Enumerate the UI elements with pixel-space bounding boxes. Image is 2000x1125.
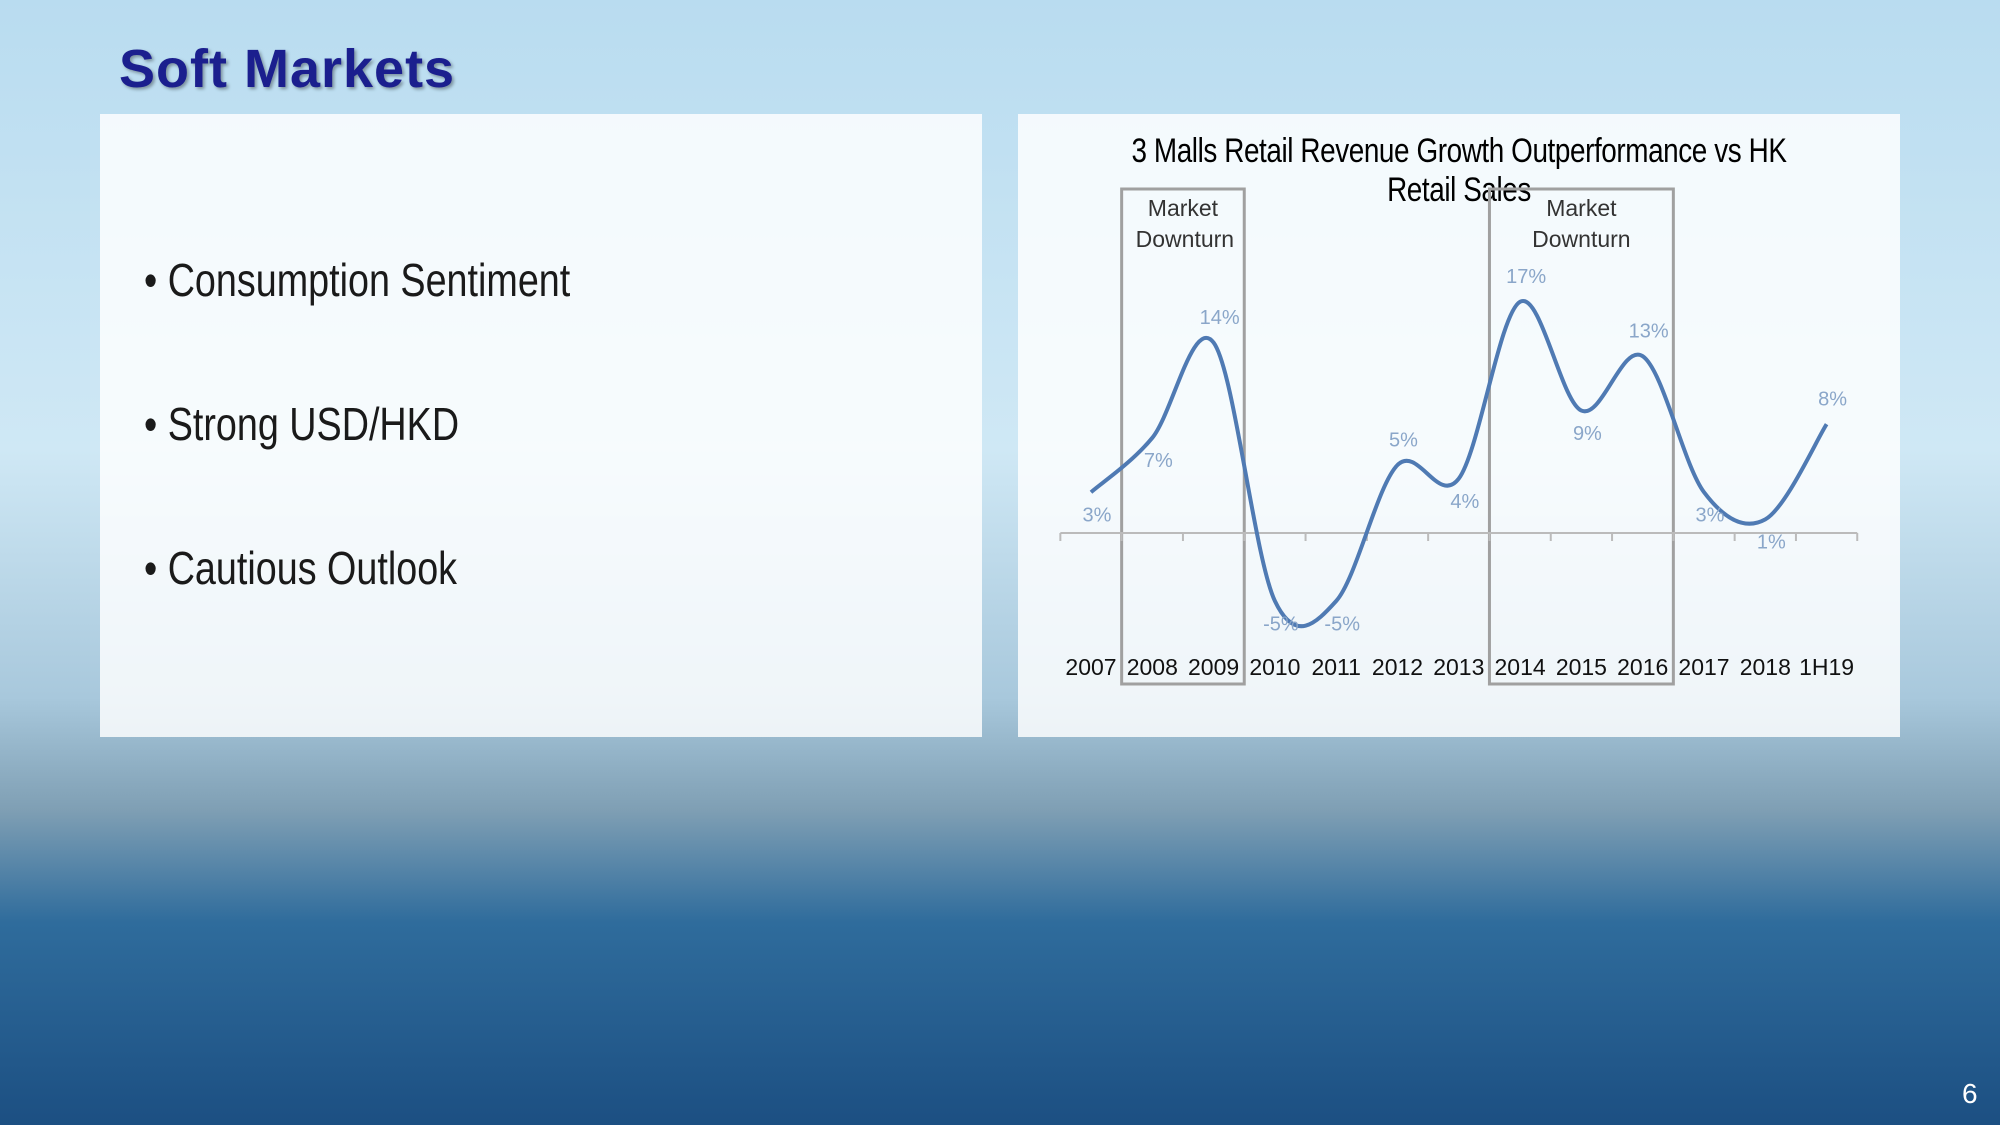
x-tick-label: 2016 bbox=[1617, 654, 1668, 680]
x-tick-label: 2007 bbox=[1065, 654, 1116, 680]
x-tick-label: 1H19 bbox=[1799, 654, 1854, 680]
data-label: 17% bbox=[1506, 266, 1546, 288]
data-label: 13% bbox=[1629, 320, 1669, 342]
annotation-box bbox=[1487, 187, 1675, 686]
annotation: Market Downturn bbox=[1532, 195, 1631, 252]
x-tick-label: 2017 bbox=[1678, 654, 1729, 680]
data-label: 9% bbox=[1573, 423, 1602, 445]
x-tick-label: 2013 bbox=[1433, 654, 1484, 680]
data-label: 1% bbox=[1757, 532, 1786, 554]
data-label: -5% bbox=[1324, 613, 1360, 635]
x-tick-label: 2008 bbox=[1127, 654, 1178, 680]
data-label: 3% bbox=[1083, 504, 1112, 526]
x-tick-label: 2011 bbox=[1311, 654, 1360, 680]
data-label: -5% bbox=[1263, 613, 1299, 635]
bullet: Strong USD/HKD bbox=[144, 397, 459, 451]
data-label: 3% bbox=[1696, 504, 1725, 526]
bullet: Consumption Sentiment bbox=[144, 253, 571, 307]
x-tick-label: 2018 bbox=[1740, 654, 1791, 680]
data-label: 5% bbox=[1389, 429, 1418, 451]
x-tick-label: 2014 bbox=[1495, 654, 1546, 680]
chart-panel bbox=[1018, 114, 1900, 737]
line bbox=[1089, 299, 1829, 629]
x-tick-label: 2012 bbox=[1372, 654, 1423, 680]
x-tick-label: 2010 bbox=[1249, 654, 1300, 680]
chart-title: 3 Malls Retail Revenue Growth Outperform… bbox=[1131, 132, 1787, 209]
x-tick-label: 2015 bbox=[1556, 654, 1607, 680]
data-label: 14% bbox=[1200, 307, 1240, 329]
x-tick-label: 2009 bbox=[1188, 654, 1239, 680]
page-number: 6 bbox=[1962, 1078, 1978, 1109]
data-label: 8% bbox=[1818, 388, 1847, 410]
data-label: 4% bbox=[1450, 491, 1479, 513]
annotation-box bbox=[1120, 187, 1246, 686]
bullet: Cautious Outlook bbox=[144, 541, 457, 595]
annotation: Market Downturn bbox=[1135, 195, 1235, 252]
data-label: 7% bbox=[1144, 450, 1173, 472]
slide-title: Soft Markets bbox=[119, 39, 456, 99]
